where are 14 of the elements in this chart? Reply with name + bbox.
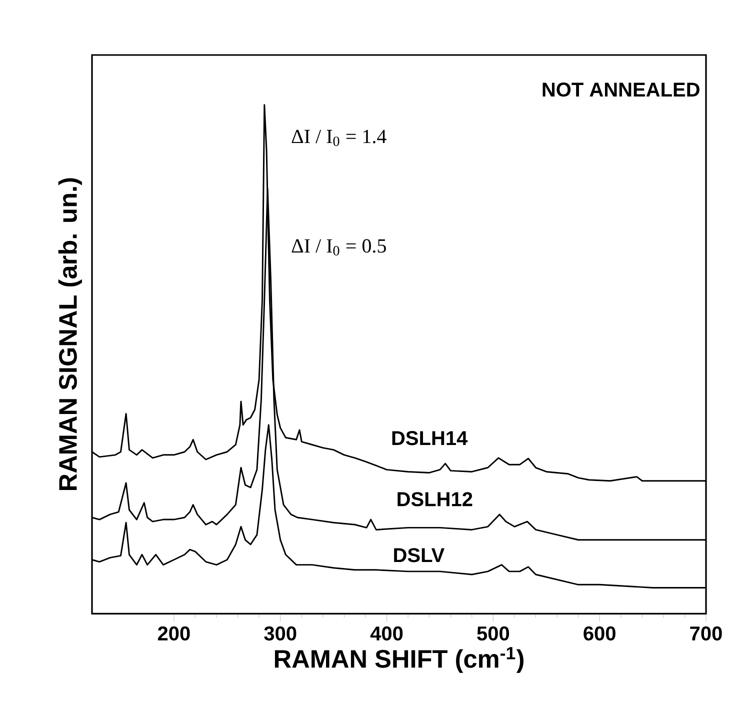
x-axis-title: RAMAN SHIFT (cm$^{-1}$) (274, 647, 524, 673)
series-label: DSLH12 (398, 492, 472, 506)
text: NOT ANNEALED (542, 82, 700, 97)
series-label: DSLH14 (392, 431, 468, 446)
x-tick-label: 500 (477, 626, 510, 641)
annotation: ΔI / I$_{0}$ = 1.4 (292, 130, 386, 146)
x-tick-label: 600 (584, 626, 616, 641)
annotation: ΔI / I$_{0}$ = 0.5 (292, 239, 386, 256)
x-tick-label: 200 (158, 626, 190, 641)
x-tick-label: 700 (690, 626, 722, 641)
series-label: DSLV (394, 548, 444, 562)
x-tick-label: 300 (264, 626, 296, 641)
x-tick-label: 400 (370, 626, 403, 641)
y-axis-title: RAMAN SIGNAL (arb. un.) (58, 178, 82, 490)
